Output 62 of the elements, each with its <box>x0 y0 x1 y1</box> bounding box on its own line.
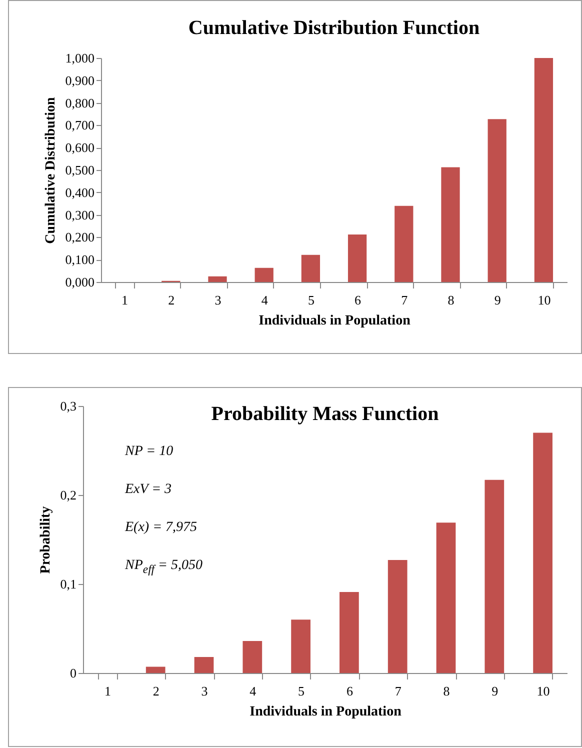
y-tick-label: 0,100 <box>65 252 94 268</box>
x-tick-label: 7 <box>401 292 408 308</box>
bar <box>340 592 359 673</box>
bar <box>488 119 506 282</box>
y-tick-label: 0,400 <box>65 184 94 200</box>
x-axis-title: Individuals in Population <box>250 704 402 720</box>
bar <box>348 234 367 282</box>
annotation: ExV = 3 <box>125 482 172 498</box>
bar <box>534 58 554 282</box>
bar <box>194 656 214 673</box>
y-axis-title: Cumulative Distribution <box>43 96 58 244</box>
x-tick-label: 3 <box>201 684 208 698</box>
y-tick-label: 0,900 <box>65 72 94 88</box>
bar <box>254 268 274 282</box>
bar <box>291 620 310 673</box>
x-tick-label: 6 <box>354 292 362 308</box>
annotation: E(x) = 7,975 <box>125 520 198 536</box>
x-tick-label: 9 <box>492 684 498 698</box>
x-tick-label: 2 <box>152 684 160 698</box>
x-tick-label: 4 <box>261 292 268 308</box>
x-tick-label: 10 <box>538 292 551 308</box>
y-tick-label: 0,200 <box>65 230 94 245</box>
y-tick-label: 0,1 <box>60 576 76 592</box>
x-tick-label: 5 <box>308 292 314 308</box>
bar <box>208 276 227 282</box>
bar <box>484 480 504 673</box>
y-tick-label: 0,500 <box>65 162 94 178</box>
x-axis-title: Individuals in Population <box>258 314 411 328</box>
y-tick-label: 0,700 <box>65 118 94 133</box>
x-tick-label: 2 <box>168 292 175 308</box>
x-tick-label: 3 <box>214 292 222 308</box>
y-tick-label: 1,000 <box>65 50 94 66</box>
y-tick-label: 0,600 <box>65 140 94 156</box>
x-tick-label: 6 <box>346 684 354 698</box>
y-tick-label: 0,800 <box>65 95 94 110</box>
x-tick-label: 1 <box>122 292 128 308</box>
x-tick-label: 9 <box>494 292 501 308</box>
x-tick-label: 4 <box>250 684 257 698</box>
chart-title: Probability Mass Function <box>211 403 439 425</box>
x-tick-label: 5 <box>298 684 305 698</box>
y-tick-label: 0,3 <box>60 398 76 414</box>
y-tick-label: 0,2 <box>60 488 76 502</box>
y-tick-label: 0,300 <box>65 207 94 222</box>
x-tick-label: 10 <box>536 684 550 698</box>
y-tick-label: 0 <box>70 666 76 680</box>
annotation: NP = 10 <box>125 444 174 460</box>
bar <box>533 432 552 673</box>
chart-title: Cumulative Distribution Function <box>188 17 480 39</box>
bar <box>441 167 460 282</box>
bar <box>301 254 320 282</box>
bar <box>394 206 414 282</box>
annotation: NP$_{eff}$ = 5,050 <box>125 558 202 576</box>
x-tick-label: 8 <box>448 292 454 308</box>
bar <box>242 640 262 673</box>
x-tick-label: 1 <box>104 684 111 698</box>
y-axis-title: Probability <box>38 506 54 574</box>
bar <box>388 560 408 673</box>
bar <box>146 666 166 673</box>
x-tick-label: 8 <box>443 684 450 698</box>
bar <box>436 522 456 673</box>
y-tick-label: 0,000 <box>65 274 94 290</box>
x-tick-label: 7 <box>394 684 402 698</box>
